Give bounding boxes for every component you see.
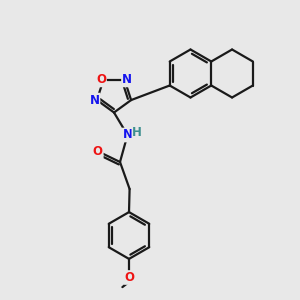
Text: O: O (124, 271, 135, 284)
Text: N: N (122, 128, 133, 142)
Text: O: O (96, 74, 106, 86)
Text: H: H (132, 126, 142, 139)
Text: N: N (122, 74, 132, 86)
Text: N: N (89, 94, 100, 106)
Text: O: O (93, 145, 103, 158)
